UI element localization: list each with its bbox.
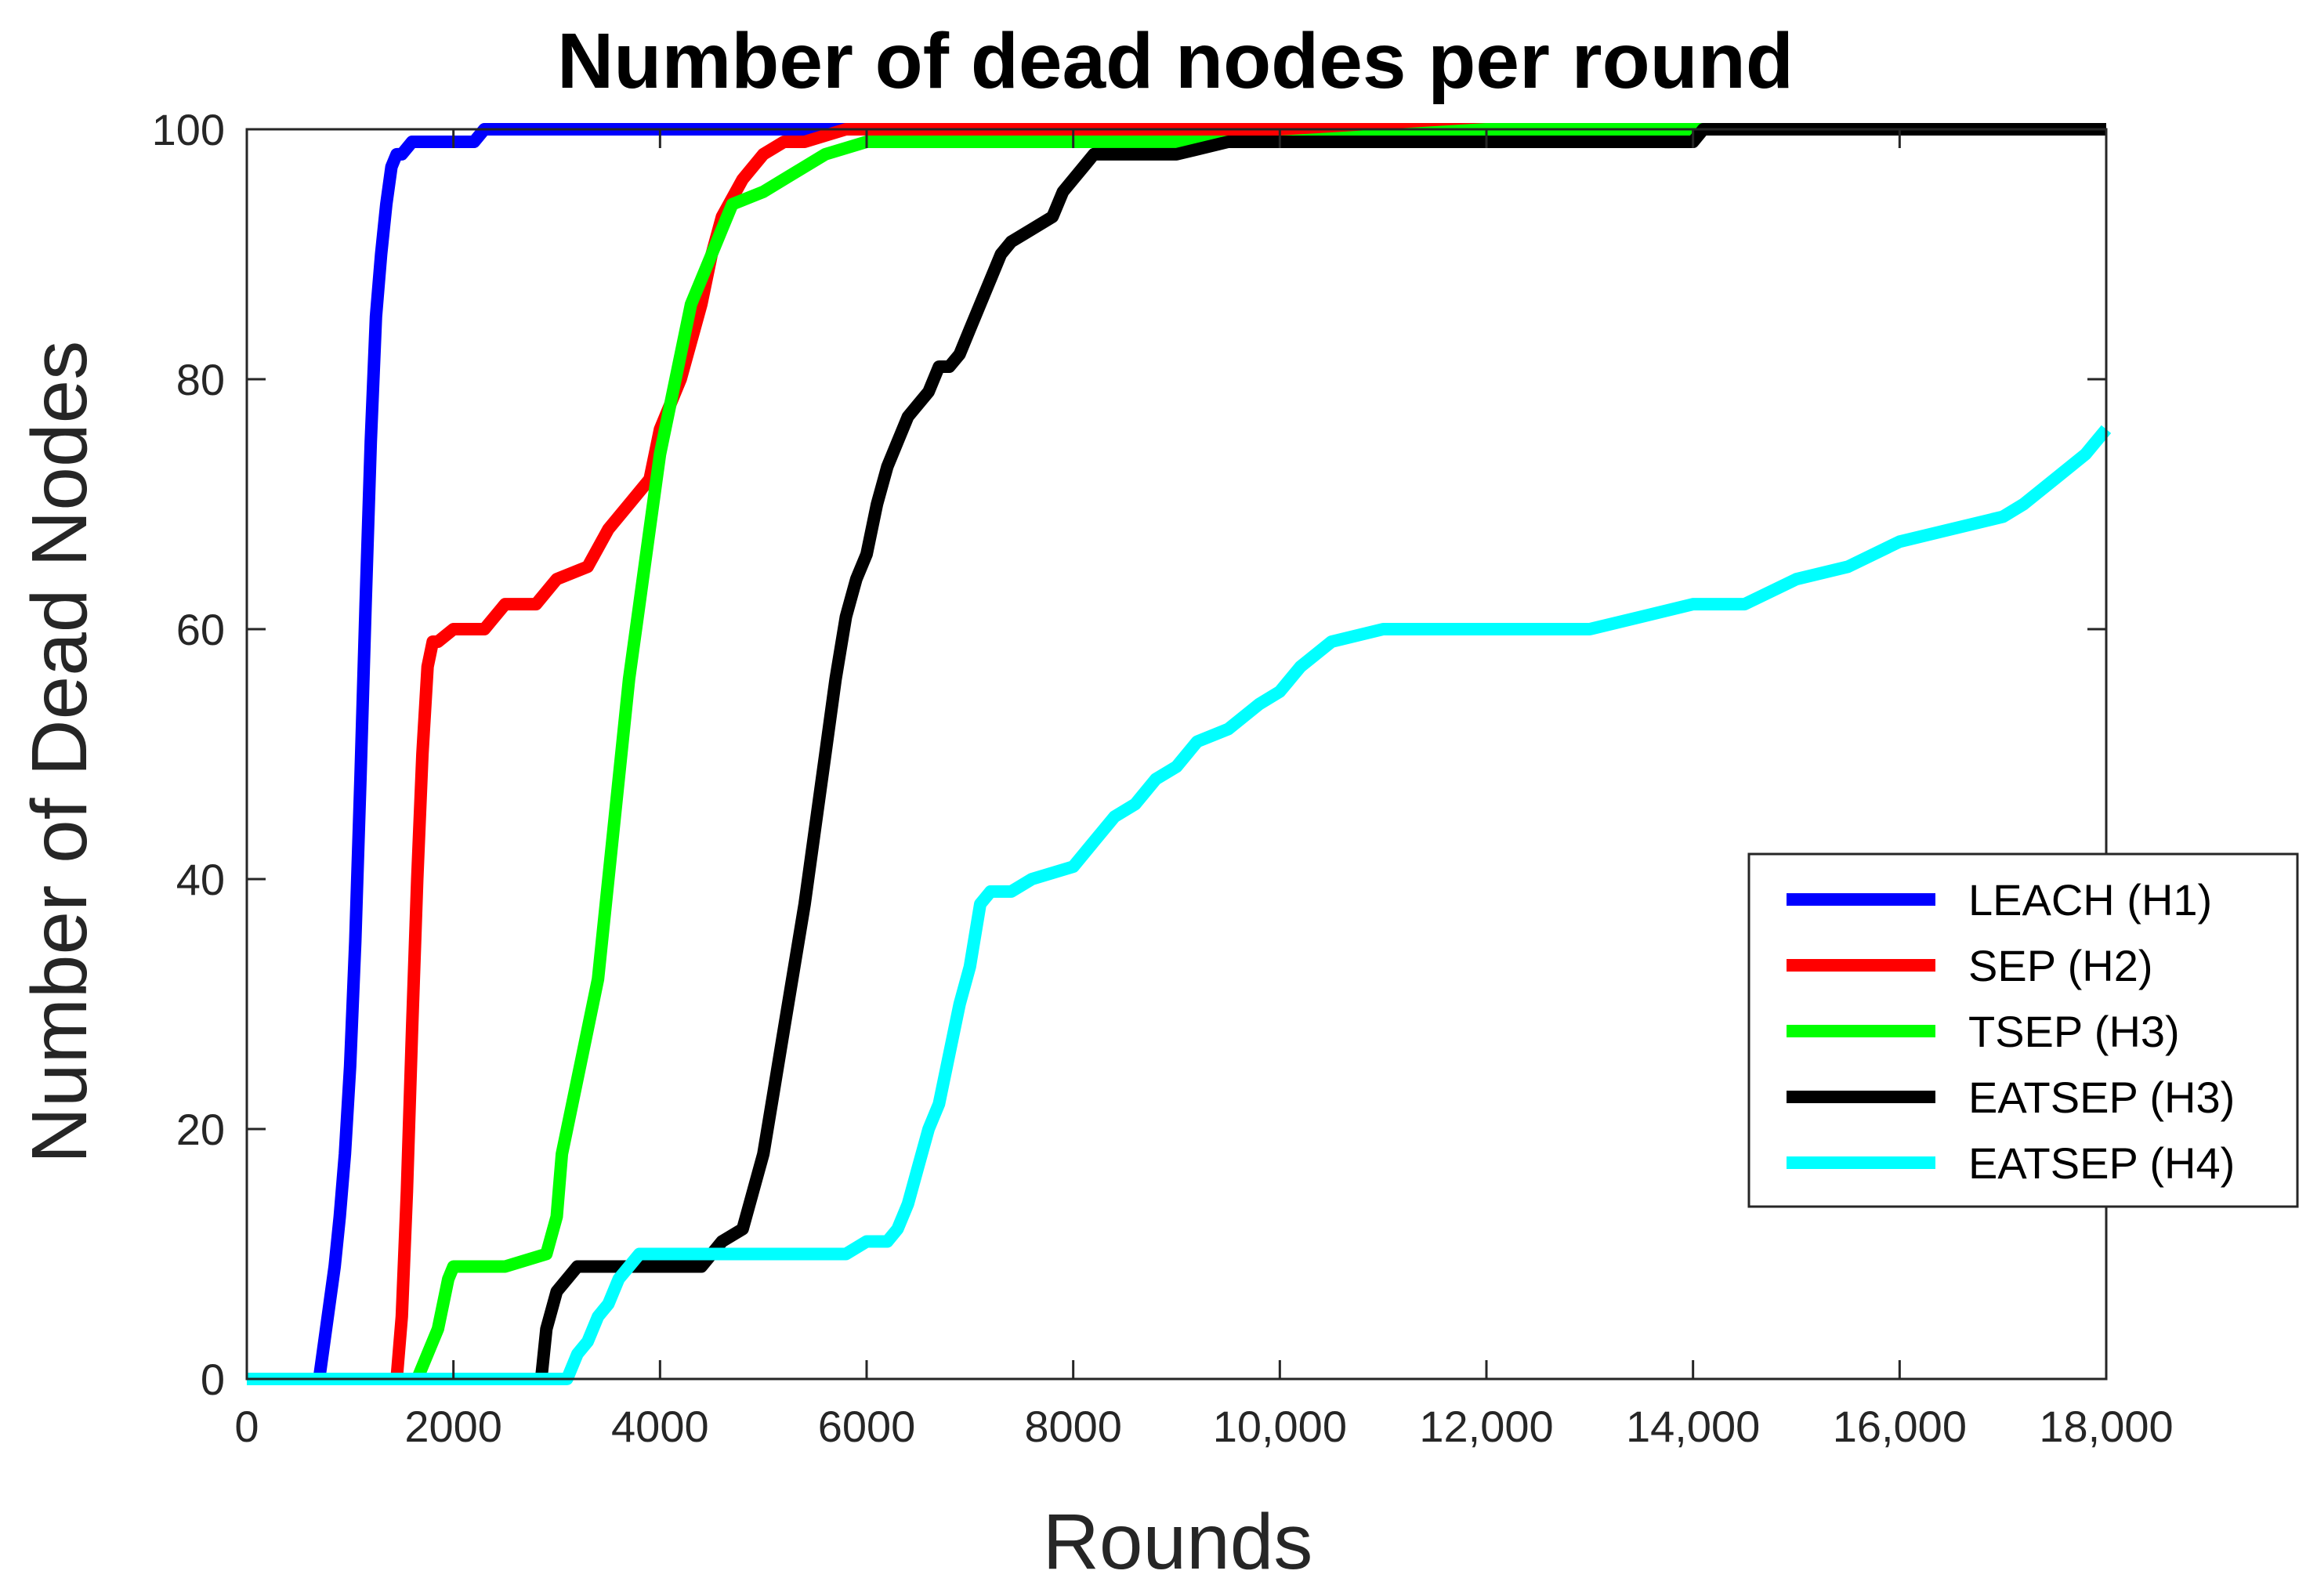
y-tick-label: 0 bbox=[201, 1355, 225, 1404]
x-tick-label: 8000 bbox=[1024, 1402, 1122, 1451]
y-tick-label: 20 bbox=[176, 1105, 225, 1154]
series-line-5 bbox=[247, 425, 2112, 1385]
y-tick-label: 60 bbox=[176, 605, 225, 654]
x-tick-label: 12,000 bbox=[1419, 1402, 1553, 1451]
y-axis-ticks: 0 20 40 60 80 100 bbox=[152, 105, 2106, 1404]
axes-box bbox=[245, 128, 2108, 1381]
x-tick-label: 4000 bbox=[611, 1402, 709, 1451]
legend: LEACH (H1) SEP (H2) TSEP (H3) EATSEP (H3) EA… bbox=[1747, 852, 2299, 1208]
x-tick-label: 2000 bbox=[404, 1402, 502, 1451]
legend-label: LEACH (H1) bbox=[1968, 875, 2212, 925]
x-tick-label: 10,000 bbox=[1213, 1402, 1347, 1451]
x-axis-label: Rounds bbox=[1043, 1498, 1313, 1586]
legend-label: TSEP (H3) bbox=[1968, 1007, 2180, 1056]
x-axis-ticks: 0 2000 4000 6000 8000 10,000 12,000 14,000 16,00… bbox=[234, 129, 2174, 1451]
series-line-3 bbox=[247, 123, 2106, 1385]
x-tick-label: 18,000 bbox=[2039, 1402, 2173, 1451]
series-line-2 bbox=[247, 123, 2106, 1385]
chart-title: Number of dead nodes per round bbox=[557, 17, 1794, 105]
legend-label: EATSEP (H3) bbox=[1968, 1073, 2235, 1122]
y-tick-label: 100 bbox=[152, 105, 225, 154]
series-line-4 bbox=[247, 123, 2106, 1385]
x-tick-label: 14,000 bbox=[1626, 1402, 1760, 1451]
y-tick-label: 40 bbox=[176, 855, 225, 904]
legend-label: SEP (H2) bbox=[1968, 941, 2152, 990]
y-axis-label: Number of Dead Nodes bbox=[16, 341, 103, 1164]
x-tick-label: 16,000 bbox=[1833, 1402, 1967, 1451]
x-tick-label: 0 bbox=[234, 1402, 259, 1451]
x-tick-label: 6000 bbox=[818, 1402, 916, 1451]
legend-label: EATSEP (H4) bbox=[1968, 1138, 2235, 1188]
y-tick-label: 80 bbox=[176, 355, 225, 404]
